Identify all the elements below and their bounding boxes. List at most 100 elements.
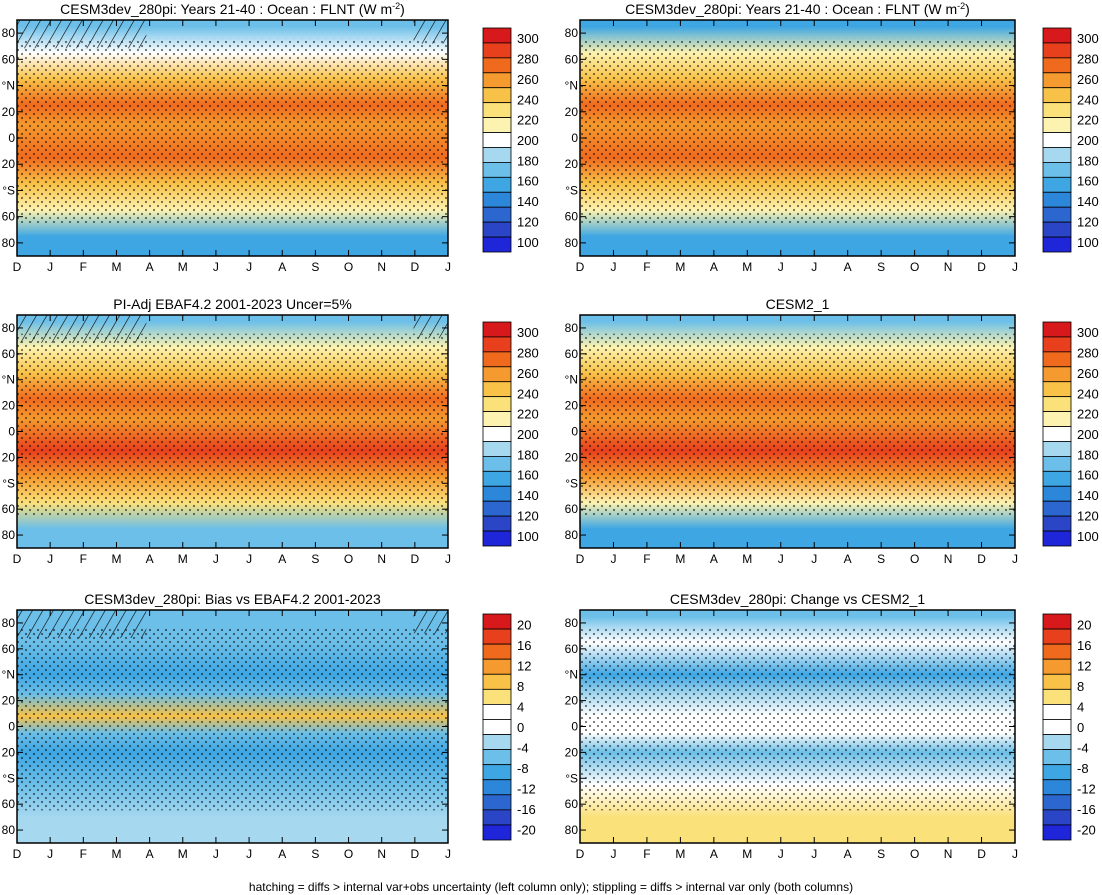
colorbar-swatch bbox=[482, 764, 512, 781]
colorbar-label: 240 bbox=[1077, 386, 1099, 401]
x-tick-label: D bbox=[13, 847, 22, 861]
colorbar-swatch bbox=[482, 351, 512, 368]
x-tick-label: D bbox=[977, 847, 986, 861]
y-tick-label: 60 bbox=[2, 210, 16, 224]
x-tick-label: D bbox=[576, 260, 585, 274]
colorbar-swatch bbox=[1042, 161, 1072, 178]
colorbar-swatch bbox=[1042, 704, 1072, 720]
colorbar-swatch bbox=[482, 87, 512, 104]
panel-title: CESM2_1 bbox=[766, 296, 830, 312]
colorbar-swatch bbox=[482, 72, 512, 89]
x-tick-label: F bbox=[643, 552, 650, 566]
colorbar-swatch bbox=[482, 176, 512, 193]
colorbar-label: 160 bbox=[1077, 468, 1099, 483]
x-tick-label: A bbox=[710, 847, 718, 861]
x-tick-label: N bbox=[944, 552, 953, 566]
y-tick-label: 60 bbox=[565, 797, 579, 811]
colorbar-swatch bbox=[1042, 87, 1072, 104]
colorbar-swatch bbox=[482, 191, 512, 208]
x-tick-label: J bbox=[610, 552, 616, 566]
colorbar-label: 4 bbox=[1077, 699, 1084, 714]
y-tick-label: 20 bbox=[565, 399, 579, 413]
x-tick-label: O bbox=[344, 552, 353, 566]
x-tick-label: O bbox=[910, 260, 919, 274]
y-tick-label: 60 bbox=[565, 210, 579, 224]
colorbar-swatch bbox=[1042, 27, 1072, 44]
x-tick-label: N bbox=[377, 847, 386, 861]
colorbar-label: 20 bbox=[1077, 617, 1091, 632]
y-tick-label: °N bbox=[565, 373, 578, 387]
x-tick-label: J bbox=[1012, 847, 1018, 861]
y-tick-label: 20 bbox=[565, 105, 579, 119]
colorbar-label: 120 bbox=[1077, 214, 1099, 229]
panel-5: CESM3dev_280pi: Bias vs EBAF4.2 2001-202… bbox=[2, 591, 536, 861]
x-tick-label: J bbox=[778, 847, 784, 861]
colorbar-swatch bbox=[1042, 779, 1072, 796]
panel-title: CESM3dev_280pi: Change vs CESM2_1 bbox=[670, 591, 925, 607]
x-tick-label: F bbox=[80, 552, 87, 566]
stippling-overlay bbox=[17, 628, 448, 811]
y-tick-label: 80 bbox=[2, 823, 16, 837]
colorbar-swatch bbox=[1042, 441, 1072, 457]
colorbar-label: 100 bbox=[1077, 529, 1099, 544]
x-tick-label: A bbox=[844, 847, 852, 861]
y-tick-label: 60 bbox=[2, 502, 16, 516]
colorbar-label: 120 bbox=[1077, 508, 1099, 523]
colorbar-swatch bbox=[1042, 764, 1072, 781]
y-tick-label: 60 bbox=[2, 797, 16, 811]
colorbar-label: 180 bbox=[1077, 153, 1099, 168]
y-tick-label: °N bbox=[565, 79, 578, 93]
colorbar-swatch bbox=[1042, 809, 1072, 826]
x-tick-label: J bbox=[811, 847, 817, 861]
x-tick-label: S bbox=[877, 847, 885, 861]
x-tick-label: D bbox=[13, 260, 22, 274]
y-tick-label: 60 bbox=[565, 642, 579, 656]
y-tick-label: °S bbox=[2, 183, 15, 197]
colorbar-swatch bbox=[1042, 366, 1072, 383]
hatching-overlay-right bbox=[413, 315, 448, 339]
colorbar-swatch bbox=[1042, 719, 1072, 735]
panel-title: CESM3dev_280pi: Bias vs EBAF4.2 2001-202… bbox=[84, 591, 381, 607]
x-tick-label: D bbox=[977, 552, 986, 566]
colorbar-label: -16 bbox=[517, 802, 536, 817]
colorbar-label: -4 bbox=[517, 741, 529, 756]
x-tick-label: J bbox=[213, 847, 219, 861]
colorbar-label: 120 bbox=[517, 214, 539, 229]
x-tick-label: O bbox=[910, 552, 919, 566]
y-tick-label: 0 bbox=[8, 425, 15, 439]
colorbar-swatch bbox=[482, 161, 512, 178]
y-tick-label: 80 bbox=[565, 236, 579, 250]
x-tick-label: M bbox=[178, 260, 188, 274]
y-tick-label: 20 bbox=[2, 745, 16, 759]
x-tick-label: J bbox=[610, 260, 616, 274]
y-tick-label: 80 bbox=[2, 616, 16, 630]
colorbar-label: 140 bbox=[1077, 194, 1099, 209]
colorbar-swatch bbox=[1042, 455, 1072, 472]
colorbar: 20 16 12 8 4 0 -4 -8 -12 -16 -20 bbox=[1042, 613, 1096, 841]
colorbar-label: 180 bbox=[517, 447, 539, 462]
x-tick-label: F bbox=[643, 260, 650, 274]
y-tick-label: °S bbox=[565, 476, 578, 490]
y-tick-label: 0 bbox=[8, 131, 15, 145]
colorbar-label: 300 bbox=[517, 325, 539, 340]
colorbar-label: 160 bbox=[517, 468, 539, 483]
colorbar-swatch bbox=[482, 485, 512, 502]
y-tick-label: °N bbox=[2, 373, 15, 387]
colorbar-label: 260 bbox=[517, 72, 539, 87]
colorbar-swatch bbox=[1042, 381, 1072, 398]
colorbar-swatch bbox=[1042, 643, 1072, 660]
x-tick-label: M bbox=[111, 260, 121, 274]
y-tick-label: 80 bbox=[2, 236, 16, 250]
colorbar-label: 260 bbox=[517, 366, 539, 381]
y-tick-label: 80 bbox=[565, 528, 579, 542]
hatching-overlay-right bbox=[413, 610, 448, 634]
x-tick-label: M bbox=[178, 552, 188, 566]
colorbar: 300 280 260 240 220 200 180 160 140 120 100 bbox=[1042, 27, 1099, 253]
y-tick-label: 60 bbox=[565, 52, 579, 66]
y-tick-label: °S bbox=[565, 183, 578, 197]
x-tick-label: S bbox=[311, 847, 319, 861]
x-tick-label: N bbox=[944, 260, 953, 274]
x-tick-label: J bbox=[47, 847, 53, 861]
x-tick-label: M bbox=[675, 260, 685, 274]
colorbar-label: -16 bbox=[1077, 802, 1096, 817]
